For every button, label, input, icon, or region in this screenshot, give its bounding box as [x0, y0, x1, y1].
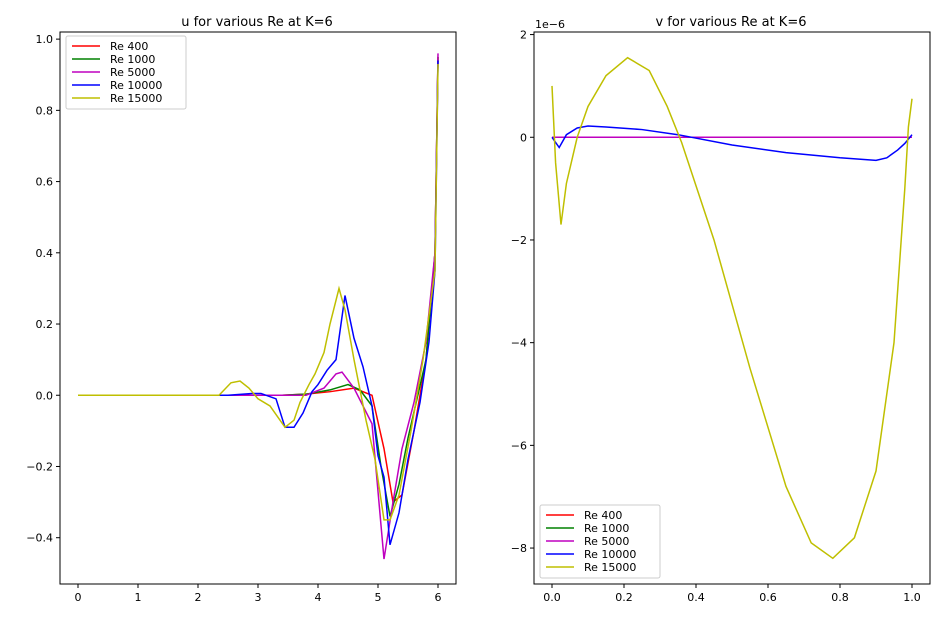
chart-u-xtick-label: 3 [255, 591, 262, 604]
chart-v-xtick-label: 0.2 [615, 591, 633, 604]
chart-v-offset-text: 1e−6 [535, 18, 565, 31]
chart-u-axes-frame [59, 31, 457, 585]
chart-v-ytick-label: −4 [511, 337, 527, 350]
chart-v-ytick-label: −6 [511, 439, 527, 452]
chart-v: v for various Re at K=6 1e−6 0.0 0.2 0.4 0.… [511, 15, 931, 604]
chart-u-ytick-label: 0.4 [36, 247, 54, 260]
chart-v-xtick-label: 1.0 [903, 591, 921, 604]
chart-v-series-line [551, 125, 913, 162]
chart-u: u for various Re at K=6 0 1 2 3 4 5 6−0.4−0.20… [26, 15, 457, 604]
chart-v-title: v for various Re at K=6 [655, 15, 806, 30]
chart-v-legend-label: Re 15000 [584, 561, 636, 574]
chart-u-plot-area: 0 1 2 3 4 5 6 −0.4 −0.2 0.0 0.2 0.4 0.6 0.8 1.0 [26, 33, 441, 604]
chart-u-legend-label: Re 400 [110, 40, 148, 53]
chart-v-legend-label: Re 10000 [584, 548, 636, 561]
chart-v-xtick-label: 0.0 [543, 591, 561, 604]
chart-u-ytick-label: 0.6 [36, 176, 54, 189]
chart-u-legend-label: Re 1000 [110, 53, 155, 66]
chart-v-ytick-label: 2 [520, 29, 527, 42]
chart-u-series-line [78, 60, 439, 546]
chart-v-ytick-label: −8 [511, 542, 527, 555]
chart-u-xtick-label: 2 [195, 591, 202, 604]
chart-u-legend-label: Re 5000 [110, 66, 155, 79]
chart-u-series-line [78, 64, 439, 521]
chart-u-ytick-label: 1.0 [36, 33, 54, 46]
chart-u-legend-label: Re 15000 [110, 92, 162, 105]
chart-u-title: u for various Re at K=6 [181, 15, 333, 30]
chart-v-ytick-label: 0 [520, 131, 527, 144]
chart-u-series-line [78, 56, 439, 504]
chart-v-legend-label: Re 1000 [584, 522, 629, 535]
chart-v-xtick-label: 0.4 [687, 591, 705, 604]
chart-u-ytick-label: −0.2 [26, 460, 53, 473]
chart-u-xtick-label: 1 [135, 591, 142, 604]
chart-v-legend-label: Re 400 [584, 509, 622, 522]
chart-v-xtick-label: 0.6 [759, 591, 777, 604]
chart-u-xtick-label: 4 [315, 591, 322, 604]
chart-v-axes-frame [533, 31, 931, 585]
chart-v-legend-box [539, 504, 661, 579]
chart-u-ytick-label: 0.8 [36, 104, 54, 117]
chart-v-plot-area: 0.0 0.2 0.4 0.6 0.8 1.0 −8 −6 −4 −2 0 2 [511, 29, 921, 604]
chart-u-xtick-label: 6 [435, 591, 442, 604]
chart-v-legend-label: Re 5000 [584, 535, 629, 548]
chart-u-legend-label: Re 10000 [110, 79, 162, 92]
chart-u-ytick-label: 0.2 [36, 318, 54, 331]
chart-u-ytick-label: 0.0 [36, 389, 54, 402]
chart-v-series-line [551, 56, 913, 560]
chart-u-xtick-label: 0 [75, 591, 82, 604]
chart-u-ytick-label: −0.4 [26, 532, 53, 545]
chart-u-xtick-label: 5 [375, 591, 382, 604]
chart-v-xtick-label: 0.8 [831, 591, 849, 604]
chart-v-ytick-label: −2 [511, 234, 527, 247]
chart-u-legend-box [65, 35, 187, 110]
